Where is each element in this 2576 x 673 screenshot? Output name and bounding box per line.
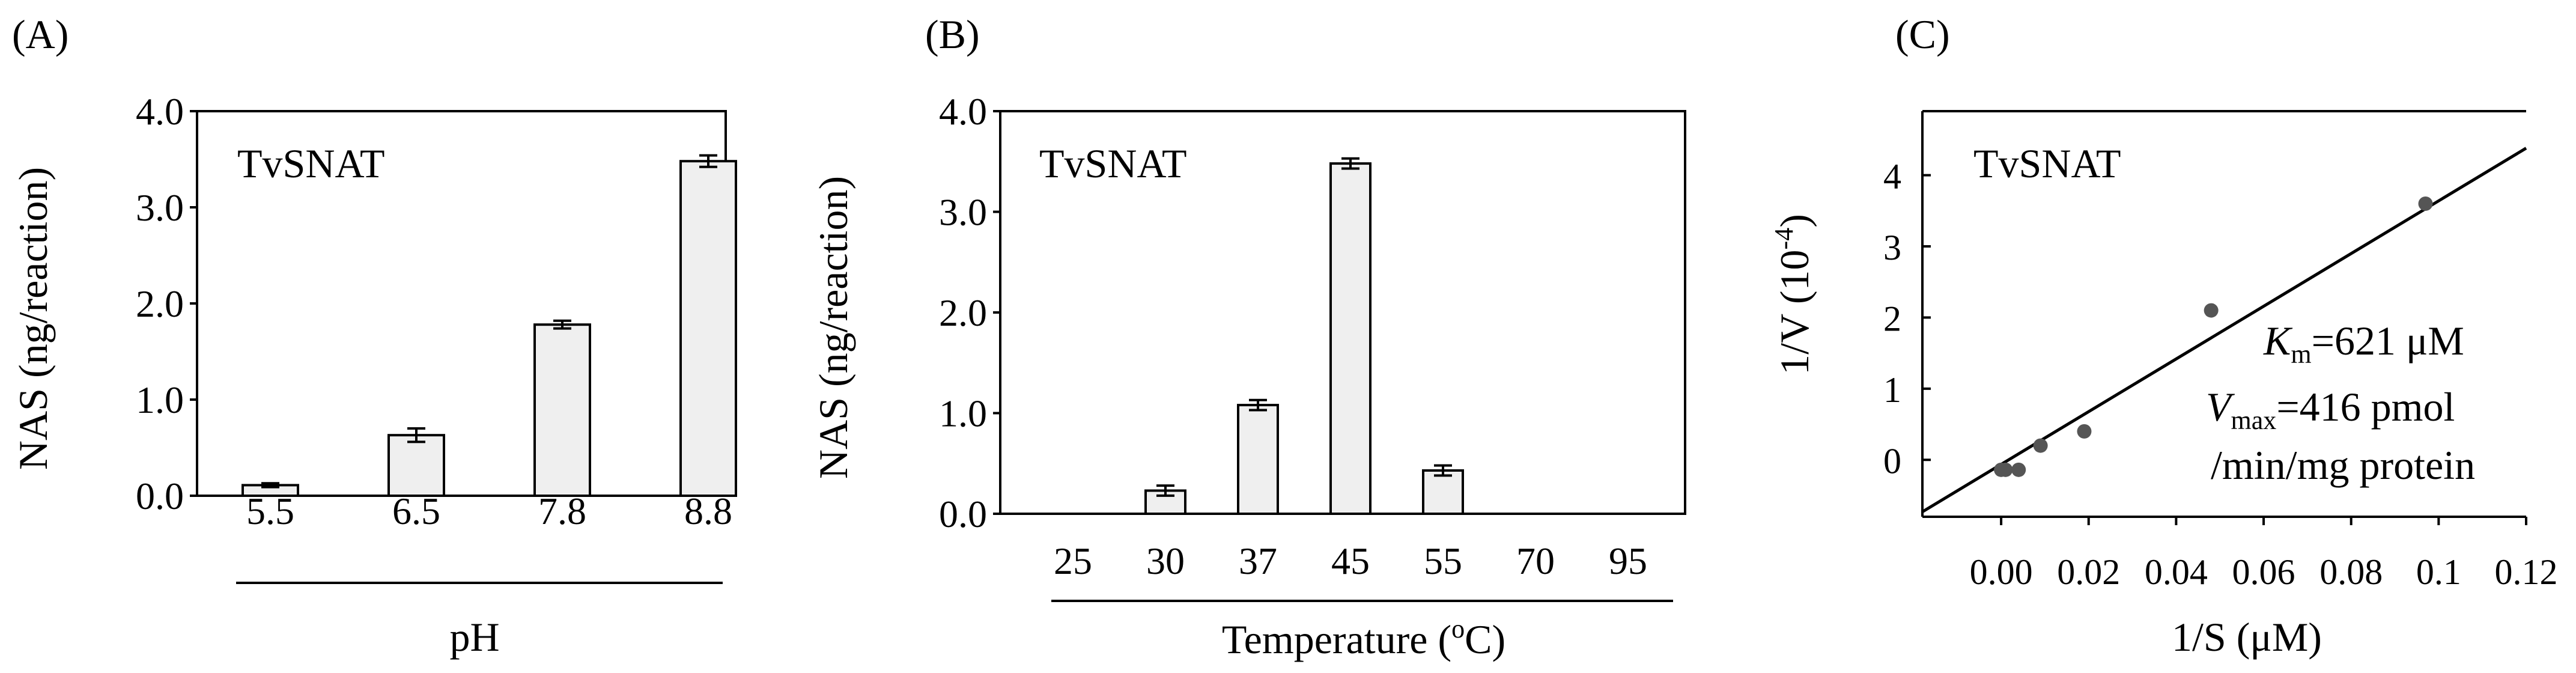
- panel-c-axes: [1921, 110, 2526, 518]
- a-xtick-label: 5.5: [246, 490, 294, 532]
- b-xtick-label: 55: [1424, 540, 1462, 582]
- panel-c-ylabel-text: 1/V (10: [1772, 249, 1817, 374]
- panel-c-vmax-symbol: V: [2206, 384, 2235, 430]
- a-xtick-label: 7.8: [538, 490, 586, 532]
- panel-c-xtick-label: 0.08: [2319, 552, 2383, 592]
- b-ytick-label: 4.0: [939, 90, 987, 133]
- panel-c-y-axis: 0 1 2 3 4: [1883, 157, 1931, 481]
- panel-a-x-axis: 5.5 6.5 7.8 8.8: [246, 490, 732, 532]
- panel-b-x-axis: 25 30 37 45 55 70 95: [1054, 540, 1647, 582]
- panel-a: (A) NAS (ng/reaction) TvSNAT 0.0 1.0 2.0 3.…: [10, 11, 737, 660]
- a-xtick-label: 6.5: [392, 490, 440, 532]
- panel-a-ylabel: NAS (ng/reaction): [10, 167, 56, 470]
- panel-c-ytick-label: 0: [1883, 441, 1901, 481]
- panel-c-ytick-label: 3: [1883, 228, 1901, 267]
- panel-c-xtick-label: 0.02: [2057, 552, 2120, 592]
- panel-c-annotation: TvSNAT: [1973, 141, 2121, 186]
- panel-b-bars: [1144, 162, 1464, 516]
- panel-a-bars: [242, 160, 737, 498]
- a-ytick-label: 1.0: [136, 379, 184, 421]
- panel-a-label: (A): [12, 11, 68, 57]
- panel-b: (B) NAS (ng/reaction) TvSNAT 0.0 1.0 2.0 3.…: [810, 11, 1686, 662]
- b-xtick-label: 30: [1146, 540, 1185, 582]
- panel-b-y-axis: 0.0 1.0 2.0 3.0 4.0: [939, 90, 1000, 535]
- a-ytick-label: 4.0: [136, 90, 184, 133]
- a-ytick-label: 0.0: [136, 475, 184, 517]
- b-xtick-label: 25: [1054, 540, 1092, 582]
- panel-c-xtick-label: 0.00: [1970, 552, 2033, 592]
- panel-c-km-value: =621 μM: [2312, 318, 2464, 364]
- panel-c-xtick-label: 0.06: [2232, 552, 2295, 592]
- panel-a-annotation: TvSNAT: [237, 141, 385, 186]
- b-bar: [1422, 469, 1464, 515]
- b-ytick-label: 2.0: [939, 291, 987, 334]
- panel-c-data-point: [2077, 424, 2092, 439]
- panel-b-error-bars: [1156, 157, 1452, 497]
- a-xtick-label: 8.8: [684, 490, 732, 532]
- b-ytick-label: 0.0: [939, 493, 987, 535]
- b-ytick-label: 3.0: [939, 191, 987, 234]
- panel-b-xlabel-text: Temperature (: [1222, 617, 1451, 662]
- panel-a-xlabel: pH: [449, 614, 499, 660]
- panel-c-km: Km=621 μM: [2263, 318, 2464, 369]
- panel-c-data-point: [2418, 196, 2433, 211]
- panel-c-km-symbol: K: [2263, 318, 2293, 364]
- panel-c-label: (C): [1895, 11, 1950, 57]
- b-xtick-label: 70: [1516, 540, 1555, 582]
- panel-c-xlabel: 1/S (μM): [2172, 614, 2322, 660]
- panel-a-y-axis: 0.0 1.0 2.0 3.0 4.0: [136, 90, 197, 517]
- panel-c-ytick-label: 2: [1883, 299, 1901, 338]
- panel-c-points: [1994, 196, 2433, 477]
- b-xtick-label: 95: [1609, 540, 1647, 582]
- panel-c-vmax-value: =416 pmol: [2276, 384, 2455, 430]
- a-ytick-label: 3.0: [136, 186, 184, 229]
- b-bar: [1329, 162, 1372, 516]
- b-xtick-label: 45: [1331, 540, 1370, 582]
- panel-c-data-point: [2033, 438, 2048, 453]
- panel-b-ylabel: NAS (ng/reaction): [810, 176, 856, 479]
- panel-b-xlabel-end: C): [1465, 617, 1505, 662]
- b-bar: [1237, 404, 1279, 515]
- b-ytick-label: 1.0: [939, 392, 987, 435]
- panel-b-xlabel-superscript: o: [1451, 614, 1465, 644]
- panel-c-data-point: [2204, 303, 2219, 318]
- panel-c-ytick-label: 4: [1883, 157, 1901, 196]
- panel-c-data-point: [1998, 462, 2013, 477]
- panel-c-km-subscript: m: [2291, 340, 2311, 369]
- a-ytick-label: 2.0: [136, 282, 184, 325]
- panel-c-ytick-label: 1: [1883, 370, 1901, 410]
- panel-b-label: (B): [925, 11, 980, 57]
- panel-c-ylabel-superscript: -4: [1769, 228, 1799, 250]
- panel-c-vmax: Vmax=416 pmol: [2206, 384, 2455, 435]
- panel-c-x-axis: 0.00 0.02 0.04 0.06 0.08 0.1 0.12: [1970, 517, 2558, 592]
- panel-c-xtick-label: 0.1: [2416, 552, 2461, 592]
- b-xtick-label: 37: [1239, 540, 1277, 582]
- panel-c-xtick-label: 0.12: [2495, 552, 2558, 592]
- panel-b-annotation: TvSNAT: [1039, 141, 1187, 186]
- a-bar: [533, 323, 591, 497]
- panel-c-ylabel: 1/V (10-4): [1769, 214, 1817, 375]
- a-bar: [679, 160, 737, 497]
- a-bar: [387, 434, 445, 498]
- panel-c-vmax-unit: /min/mg protein: [2211, 442, 2475, 488]
- panel-c-xtick-label: 0.04: [2145, 552, 2208, 592]
- panel-c-vmax-subscript: max: [2231, 406, 2277, 435]
- panel-c-data-point: [2011, 462, 2026, 477]
- panel-a-error-bars: [261, 154, 717, 489]
- panel-c-ylabel-end: ): [1772, 214, 1817, 228]
- panel-b-xlabel: Temperature (oC): [1222, 614, 1505, 662]
